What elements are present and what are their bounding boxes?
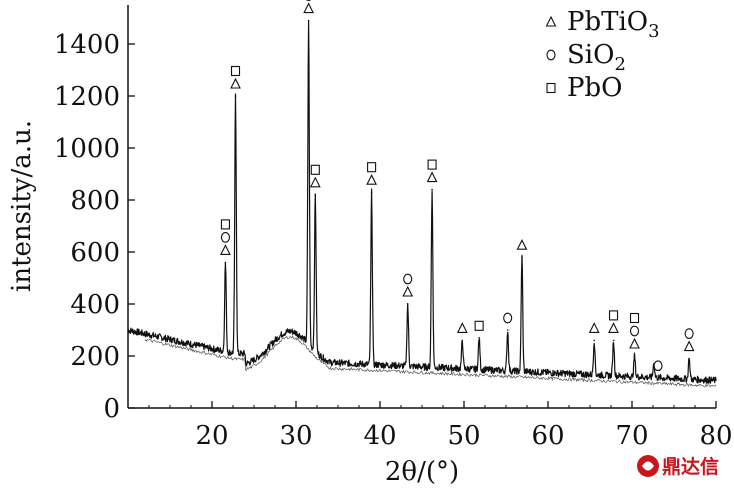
y-tick-label: 400 xyxy=(70,290,120,320)
square-marker-icon xyxy=(427,159,437,170)
plot-frame xyxy=(127,5,716,409)
triangle-marker-icon xyxy=(402,285,414,297)
x-tick-label: 70 xyxy=(615,421,648,451)
peak-point xyxy=(307,19,310,22)
triangle-marker-icon xyxy=(366,173,377,185)
peak-point xyxy=(234,95,237,97)
background-ghost-line xyxy=(144,334,717,388)
peak-group xyxy=(224,19,690,365)
triangle-marker-icon xyxy=(608,322,619,333)
square-marker-icon xyxy=(546,82,556,94)
square-marker-icon xyxy=(220,219,230,230)
x-tick-label: 50 xyxy=(447,421,480,451)
peak-point xyxy=(506,329,509,331)
y-tick-label: 600 xyxy=(70,238,120,268)
x-tick-label: 60 xyxy=(531,421,564,451)
square-marker-icon xyxy=(629,312,640,324)
triangle-marker-icon xyxy=(426,171,438,183)
circle-marker-icon xyxy=(684,328,694,339)
y-axis-title: intensity/a.u. xyxy=(7,120,37,292)
peak-point xyxy=(633,355,636,357)
triangle-marker-icon xyxy=(220,244,231,255)
x-tick-label: 80 xyxy=(699,421,732,451)
y-tick-label: 1200 xyxy=(54,82,120,112)
triangle-marker-icon xyxy=(629,337,640,349)
triangle-marker-icon xyxy=(545,15,557,27)
square-marker-icon xyxy=(608,310,619,321)
legend-label: SiO2 xyxy=(567,40,626,75)
circle-marker-icon xyxy=(503,312,513,324)
square-marker-icon xyxy=(310,164,320,175)
watermark: 鼎达信 xyxy=(637,455,719,478)
peak-point xyxy=(688,357,690,360)
square-marker-icon xyxy=(474,320,484,331)
peak-point xyxy=(224,261,227,264)
triangle-marker-icon xyxy=(683,340,695,352)
peak-annotation-group xyxy=(220,0,695,372)
circle-marker-icon xyxy=(403,273,413,285)
peak-point xyxy=(370,191,373,193)
square-marker-icon xyxy=(230,65,241,77)
x-tick-group: 20 30 40 50 60 70 80 xyxy=(127,401,733,451)
y-tick-label: 1400 xyxy=(54,30,120,60)
y-tick-label: 1000 xyxy=(54,134,120,164)
triangle-marker-icon xyxy=(309,176,321,188)
peak-point xyxy=(593,339,595,342)
triangle-marker-icon xyxy=(588,322,600,333)
x-axis-title: 2θ/(°) xyxy=(385,457,459,487)
triangle-marker-icon xyxy=(456,322,468,333)
peak-point xyxy=(612,339,615,342)
y-tick-label: 200 xyxy=(70,342,120,372)
peak-point xyxy=(431,188,433,191)
watermark-logo-icon xyxy=(637,455,659,477)
y-tick-label: 800 xyxy=(70,186,120,216)
circle-marker-icon xyxy=(220,232,230,243)
square-marker-icon xyxy=(367,162,377,173)
legend-label: PbTiO3 xyxy=(567,7,660,42)
peak-point xyxy=(461,339,464,342)
x-tick-label: 30 xyxy=(279,421,312,451)
x-tick-label: 20 xyxy=(195,421,228,451)
x-tick-label: 40 xyxy=(363,421,396,451)
circle-marker-icon xyxy=(629,325,640,337)
peak-point xyxy=(478,337,480,339)
triangle-marker-icon xyxy=(303,2,314,14)
circle-marker-icon xyxy=(546,49,556,61)
watermark-text: 鼎达信 xyxy=(662,455,719,478)
y-tick-label: 0 xyxy=(103,394,120,424)
triangle-marker-icon xyxy=(230,77,241,89)
peak-point xyxy=(314,194,317,196)
legend-label: PbO xyxy=(567,73,622,103)
xrd-pattern-line xyxy=(127,20,717,384)
y-tick-group: 0 200 400 600 800 1000 1200 1400 xyxy=(54,30,135,424)
circle-marker-icon xyxy=(653,360,663,372)
baseline-trace xyxy=(144,334,717,388)
peak-point xyxy=(406,303,409,305)
peak-point xyxy=(521,256,523,259)
triangle-marker-icon xyxy=(516,238,528,250)
